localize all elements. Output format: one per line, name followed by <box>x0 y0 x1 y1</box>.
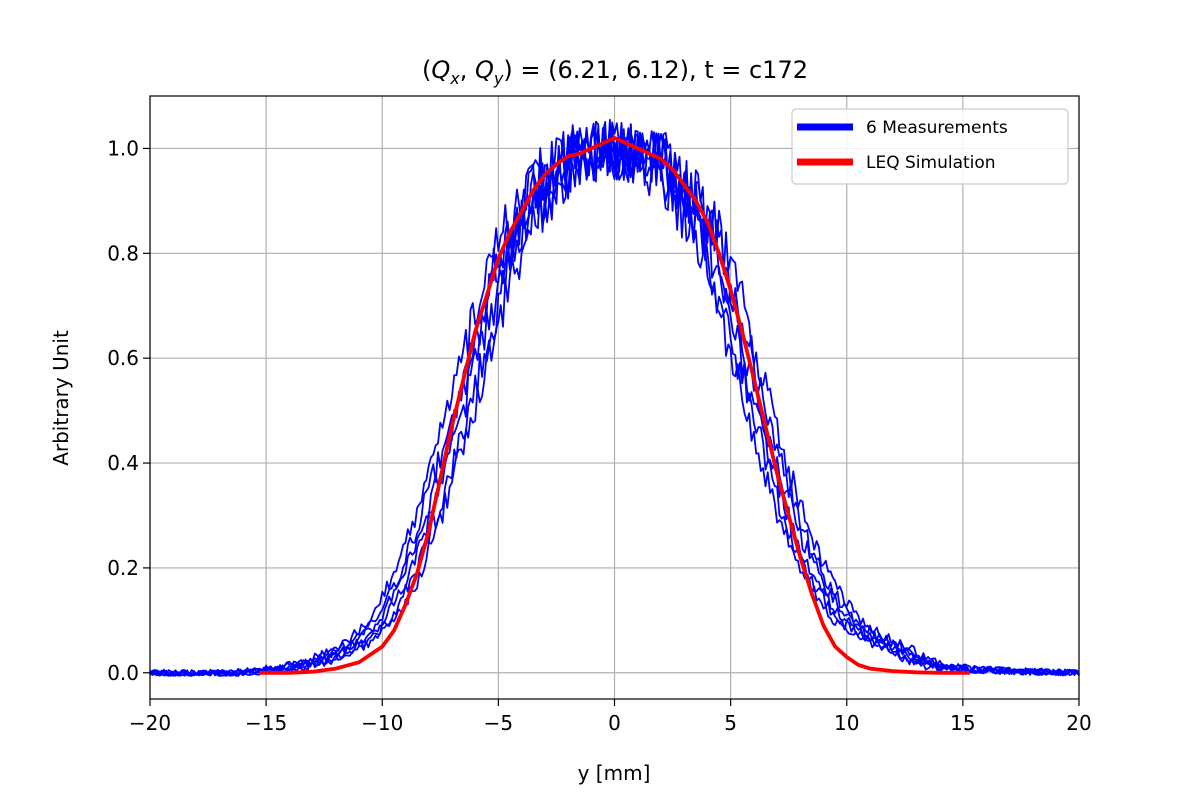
y-tick-label: 0.6 <box>107 346 139 370</box>
y-axis-label: Arbitrary Unit <box>49 330 73 466</box>
x-axis-ticks: −20 −15 −10 −5 0 5 10 15 20 <box>129 699 1092 735</box>
x-tick-label: −20 <box>129 711 171 735</box>
y-tick-label: 0.4 <box>107 451 139 475</box>
x-axis-label: y [mm] <box>578 761 651 785</box>
simulation-line <box>259 135 970 675</box>
x-tick-label: −5 <box>484 711 513 735</box>
legend: 6 Measurements LEQ Simulation <box>791 108 1069 185</box>
y-tick-label: 1.0 <box>107 136 139 160</box>
x-tick-label: 20 <box>1066 711 1091 735</box>
legend-label-measurements: 6 Measurements <box>866 118 1008 138</box>
measurement-trace-6 <box>149 121 1080 677</box>
x-tick-label: −10 <box>361 711 403 735</box>
y-tick-label: 0.0 <box>107 661 139 685</box>
legend-label-simulation: LEQ Simulation <box>866 153 996 173</box>
y-axis-ticks: 0.0 0.2 0.4 0.6 0.8 1.0 <box>107 136 150 685</box>
measurement-trace-4 <box>149 123 1080 677</box>
legend-box <box>791 108 1069 185</box>
x-tick-label: 5 <box>724 711 737 735</box>
x-tick-label: 0 <box>608 711 621 735</box>
series-lines <box>149 118 1080 677</box>
x-tick-label: −15 <box>245 711 287 735</box>
y-tick-label: 0.2 <box>107 556 139 580</box>
chart-title: (Qx, Qy) = (6.21, 6.12), t = c172 <box>422 56 808 88</box>
y-tick-label: 0.8 <box>107 241 139 265</box>
grid-lines <box>149 96 1080 699</box>
x-tick-label: 10 <box>834 711 859 735</box>
x-tick-label: 15 <box>950 711 975 735</box>
